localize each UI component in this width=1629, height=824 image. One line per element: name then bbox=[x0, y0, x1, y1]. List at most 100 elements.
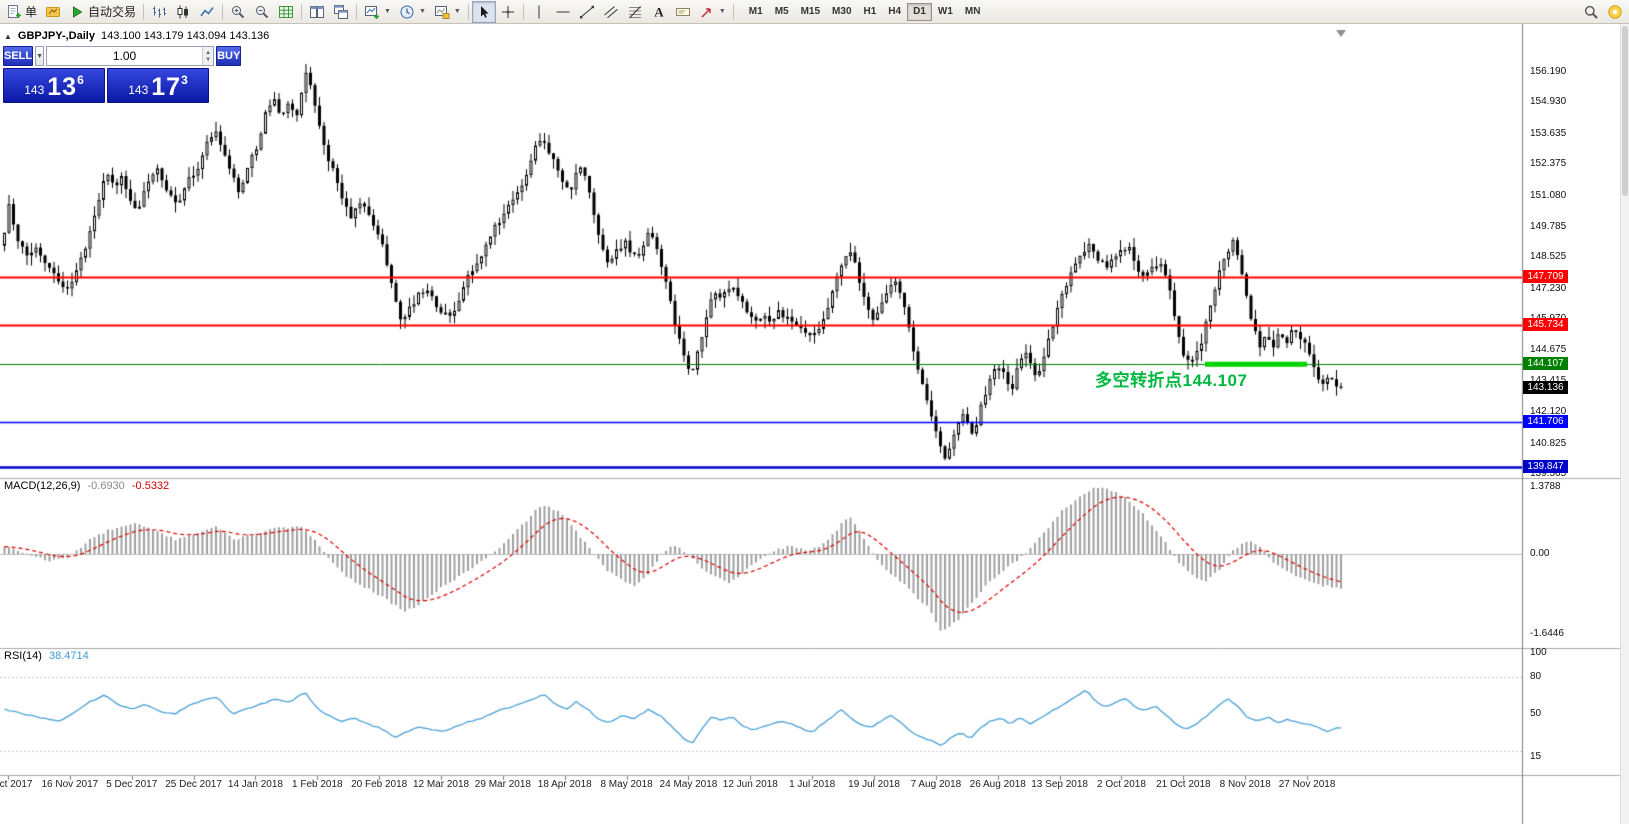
dropdown-arrow-icon: ▼ bbox=[453, 8, 461, 15]
time-axis-label: 27 Nov 2018 bbox=[1278, 779, 1336, 790]
one-click-prices: 143 13 6 143 17 3 bbox=[3, 68, 209, 103]
time-axis-label: 12 Mar 2018 bbox=[412, 779, 470, 790]
new-chart-button[interactable]: ▼ bbox=[360, 1, 395, 23]
timeframe-m15[interactable]: M15 bbox=[795, 3, 826, 21]
timeframe-h1[interactable]: H1 bbox=[858, 3, 883, 21]
trendline-button[interactable] bbox=[575, 1, 599, 23]
chart-bars-button[interactable] bbox=[147, 1, 171, 23]
timeframe-m1[interactable]: M1 bbox=[743, 3, 769, 21]
volume-stepper[interactable]: ▲ ▼ bbox=[202, 47, 214, 65]
tile-windows-button[interactable] bbox=[305, 1, 329, 23]
timeframe-m30[interactable]: M30 bbox=[826, 3, 857, 21]
price-axis-label: 140.825 bbox=[1530, 437, 1567, 449]
zoom-out-button[interactable] bbox=[250, 1, 274, 23]
cursor-icon bbox=[476, 4, 492, 20]
timeframe-h4[interactable]: H4 bbox=[882, 3, 907, 21]
zoom-in-icon bbox=[230, 4, 246, 20]
collapse-panel-icon[interactable]: ▲ bbox=[4, 31, 12, 41]
chart-title: ▲ GBPJPY-,Daily 143.100 143.179 143.094 … bbox=[4, 30, 269, 42]
fibonacci-button[interactable] bbox=[623, 1, 647, 23]
time-axis-label: 24 May 2018 bbox=[659, 779, 718, 790]
price-axis-label: 151.080 bbox=[1530, 189, 1567, 201]
main-toolbar: 单 自动交易 ▼ ▼ ▼ A ▼ M1 M5 M15 M30 H1 H4 D1 W1 MN bbox=[0, 0, 1629, 24]
chart-canvas[interactable] bbox=[0, 24, 1629, 824]
autotrading-button[interactable]: 自动交易 bbox=[65, 1, 140, 23]
price-line-badge[interactable]: 145.734 bbox=[1523, 317, 1568, 331]
community-icon bbox=[1607, 4, 1623, 20]
price-axis-label: 149.785 bbox=[1530, 220, 1567, 232]
hline-button[interactable] bbox=[551, 1, 575, 23]
rsi-value: 38.4714 bbox=[48, 650, 89, 662]
community-button[interactable] bbox=[1603, 1, 1627, 23]
time-axis-label: 2 Oct 2018 bbox=[1097, 779, 1146, 790]
channel-button[interactable] bbox=[599, 1, 623, 23]
price-line-badge[interactable]: 144.107 bbox=[1523, 357, 1568, 371]
metaeditor-icon bbox=[45, 4, 61, 20]
timeframe-m5[interactable]: M5 bbox=[769, 3, 795, 21]
price-line-badge[interactable]: 139.847 bbox=[1523, 460, 1568, 474]
vline-icon bbox=[531, 4, 547, 20]
svg-text:A: A bbox=[654, 4, 664, 19]
price-axis-label: 144.675 bbox=[1530, 344, 1567, 356]
chart-line-icon bbox=[199, 4, 215, 20]
cascade-windows-button[interactable] bbox=[329, 1, 353, 23]
rsi-axis-label: 80 bbox=[1530, 671, 1542, 683]
macd-axis-label: 0.00 bbox=[1530, 548, 1550, 559]
order-type-dropdown[interactable]: ▼ bbox=[35, 46, 45, 66]
toolbar-separator bbox=[143, 3, 145, 20]
price-axis-label: 156.190 bbox=[1530, 66, 1567, 77]
dropdown-arrow-icon: ▼ bbox=[718, 8, 726, 15]
timeframe-w1[interactable]: W1 bbox=[932, 3, 959, 21]
sell-price-display[interactable]: 143 13 6 bbox=[3, 68, 105, 103]
volume-input[interactable] bbox=[47, 47, 203, 65]
price-axis-label: 153.635 bbox=[1530, 127, 1567, 139]
price-axis-label: 154.930 bbox=[1530, 96, 1567, 108]
crosshair-icon bbox=[500, 4, 516, 20]
metaeditor-button[interactable] bbox=[41, 1, 65, 23]
current-price-badge: 143.136 bbox=[1523, 380, 1568, 394]
buy-price-point: 3 bbox=[181, 73, 188, 87]
buy-price-display[interactable]: 143 17 3 bbox=[107, 68, 209, 103]
time-axis-label: 16 Nov 2017 bbox=[41, 779, 99, 790]
new-order-icon bbox=[6, 4, 22, 20]
scrollbar-thumb[interactable] bbox=[1622, 26, 1628, 196]
fibonacci-icon bbox=[627, 4, 643, 20]
buy-button[interactable]: BUY bbox=[216, 46, 242, 66]
text-button[interactable]: A bbox=[647, 1, 671, 23]
new-order-button[interactable]: 单 bbox=[2, 1, 41, 23]
vertical-scrollbar[interactable] bbox=[1620, 24, 1629, 824]
macd-signal-value: -0.5332 bbox=[131, 480, 170, 492]
label-button[interactable] bbox=[671, 1, 695, 23]
timeframe-d1[interactable]: D1 bbox=[907, 2, 932, 21]
search-button[interactable] bbox=[1579, 1, 1603, 23]
hline-icon bbox=[555, 4, 571, 20]
price-axis-label: 139.565 bbox=[1530, 467, 1567, 479]
dropdown-arrow-icon: ▼ bbox=[418, 8, 426, 15]
chart-line-button[interactable] bbox=[195, 1, 219, 23]
buy-price-base: 143 bbox=[128, 83, 149, 97]
buy-price-pips: 17 bbox=[151, 73, 182, 101]
price-line-badge[interactable]: 141.706 bbox=[1523, 415, 1568, 429]
cursor-button[interactable] bbox=[471, 0, 496, 23]
price-axis-label: 143.415 bbox=[1530, 375, 1566, 386]
time-axis-label: 26 Aug 2018 bbox=[969, 779, 1026, 790]
timeframe-mn[interactable]: MN bbox=[959, 3, 987, 21]
search-icon bbox=[1583, 4, 1599, 20]
vline-button[interactable] bbox=[527, 1, 551, 23]
crosshair-button[interactable] bbox=[496, 1, 520, 23]
sell-button[interactable]: SELL bbox=[3, 46, 34, 66]
toolbar-separator bbox=[356, 3, 358, 20]
pivot-annotation[interactable]: 多空转折点144.107 bbox=[1095, 371, 1248, 390]
templates-button[interactable]: ▼ bbox=[430, 1, 465, 23]
chart-candles-button[interactable] bbox=[171, 1, 195, 23]
price-line-badge[interactable]: 147.709 bbox=[1523, 270, 1568, 284]
periods-button[interactable]: ▼ bbox=[395, 1, 430, 23]
rsi-indicator-label: RSI(14) 38.4714 bbox=[4, 650, 93, 662]
sell-price-pips: 13 bbox=[47, 73, 78, 101]
price-axis-label: 142.120 bbox=[1530, 406, 1567, 418]
toolbar-separator bbox=[732, 3, 734, 20]
grid-button[interactable] bbox=[274, 1, 298, 23]
zoom-in-button[interactable] bbox=[226, 1, 250, 23]
arrows-button[interactable]: ▼ bbox=[695, 1, 730, 23]
